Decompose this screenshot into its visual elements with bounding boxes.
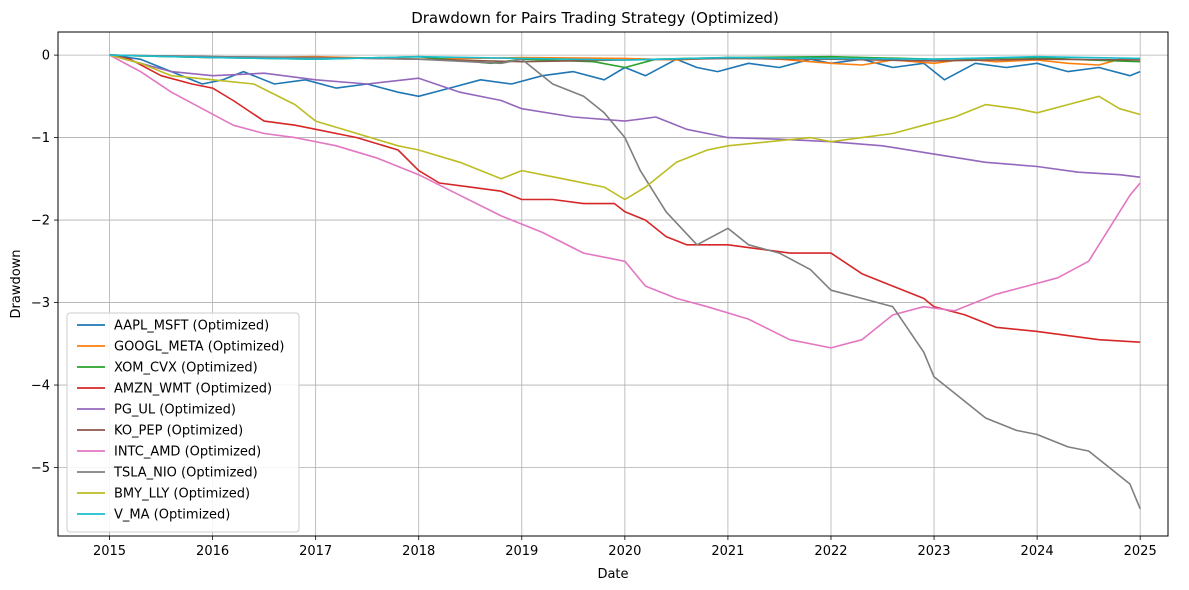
- x-tick-label: 2020: [608, 544, 641, 559]
- series-line-4: [109, 54, 1141, 178]
- series-group: [109, 54, 1141, 510]
- x-tick-label: 2019: [505, 544, 538, 559]
- x-tick-label: 2016: [196, 544, 229, 559]
- y-axis-ticks: 0 −1 −2 −3 −4 −5: [31, 49, 58, 476]
- x-tick-label: 2024: [1021, 544, 1054, 559]
- legend: AAPL_MSFT (Optimized) GOOGL_META (Optimiz…: [66, 312, 300, 533]
- y-tick-label: 0: [42, 49, 50, 64]
- x-tick-label: 2022: [814, 544, 847, 559]
- chart-title: Drawdown for Pairs Trading Strategy (Opt…: [411, 9, 779, 27]
- x-tick-label: 2025: [1124, 544, 1157, 559]
- x-tick-label: 2018: [402, 544, 435, 559]
- series-line-3: [109, 54, 1141, 343]
- y-tick-label: −5: [31, 461, 50, 476]
- y-tick-label: −1: [31, 131, 50, 146]
- x-axis-ticks: 2015 2016 2017 2018 2019 2020 2021 2022 2023 2024…: [93, 536, 1157, 559]
- x-tick-label: 2017: [299, 544, 332, 559]
- series-line-9: [109, 54, 1141, 61]
- y-tick-label: −4: [31, 379, 50, 394]
- legend-label: AAPL_MSFT (Optimized): [114, 319, 269, 334]
- legend-label: AMZN_WMT (Optimized): [114, 382, 272, 397]
- x-axis-label: Date: [597, 567, 628, 582]
- legend-label: BMY_LLY (Optimized): [114, 487, 250, 502]
- legend-label: INTC_AMD (Optimized): [114, 445, 261, 460]
- legend-label: TSLA_NIO (Optimized): [113, 466, 258, 481]
- series-line-0: [109, 54, 1141, 98]
- legend-label: XOM_CVX (Optimized): [114, 361, 258, 376]
- legend-label: KO_PEP (Optimized): [114, 424, 243, 439]
- series-line-7: [109, 54, 1141, 510]
- y-axis-label: Drawdown: [9, 249, 24, 318]
- legend-label: GOOGL_META (Optimized): [114, 340, 284, 355]
- plot-frame: [57, 31, 1169, 537]
- x-tick-label: 2015: [93, 544, 126, 559]
- legend-label: V_MA (Optimized): [114, 508, 230, 523]
- legend-box: [66, 312, 300, 533]
- series-line-8: [109, 54, 1141, 201]
- x-tick-label: 2021: [711, 544, 744, 559]
- y-tick-label: −3: [31, 296, 50, 311]
- y-tick-label: −2: [31, 214, 50, 229]
- x-tick-label: 2023: [917, 544, 950, 559]
- legend-label: PG_UL (Optimized): [114, 403, 236, 418]
- series-line-6: [109, 54, 1141, 349]
